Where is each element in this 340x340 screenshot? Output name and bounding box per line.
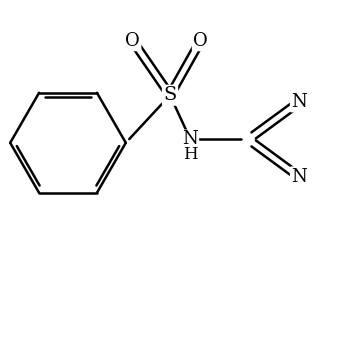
Text: O: O [193, 32, 208, 50]
Text: O: O [125, 32, 140, 50]
Text: N: N [291, 168, 307, 186]
Text: H: H [183, 146, 198, 163]
Text: N: N [291, 93, 307, 111]
Text: S: S [164, 86, 176, 104]
Text: N: N [183, 131, 198, 148]
